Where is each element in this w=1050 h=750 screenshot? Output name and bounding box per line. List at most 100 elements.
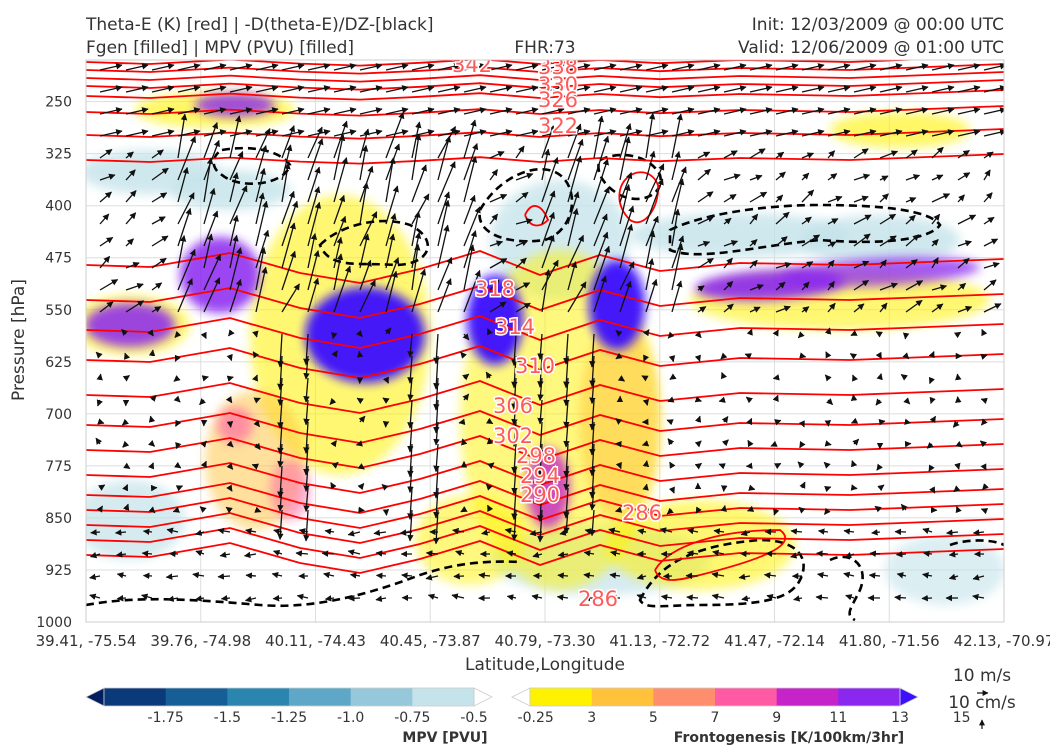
colorbar-swatch: [412, 688, 475, 706]
wind-vector: [850, 417, 859, 424]
wind-vector: [333, 129, 357, 137]
wind-vector: [489, 301, 507, 313]
wind-vector: [980, 397, 988, 405]
wind-vector: [515, 191, 529, 203]
theta-e-contour: [654, 529, 787, 581]
wind-vector: [824, 507, 831, 515]
wind-vector: [200, 460, 207, 468]
stability-contour: [318, 219, 430, 267]
wind-vector: [643, 354, 650, 362]
y-tick-label: 850: [45, 511, 72, 527]
wind-vector: [869, 550, 881, 557]
colorbar-tick-label: 3: [587, 710, 596, 726]
wind-vector: [826, 398, 834, 406]
wind-vector: [98, 484, 106, 491]
wind-vector: [172, 506, 180, 513]
theta-e-contour: [86, 380, 1004, 414]
colorbar-outline: [103, 687, 475, 707]
wind-vector: [957, 107, 981, 115]
wind-vector: [281, 190, 295, 225]
wind-vector: [827, 129, 851, 137]
wind-vector: [229, 247, 243, 291]
wind-vector: [981, 328, 988, 337]
wind-vector: [273, 549, 283, 557]
wind-vector: [151, 257, 167, 269]
wind-vector: [774, 419, 782, 426]
wind-vector: [427, 593, 439, 600]
field-blob: [526, 448, 570, 528]
wind-vector: [593, 245, 611, 291]
wind-vector: [928, 464, 935, 472]
wind-vector: [972, 574, 985, 581]
wind-vector: [303, 509, 310, 542]
wind-vector: [615, 461, 622, 470]
wind-vector: [295, 550, 309, 557]
wind-vector: [125, 85, 149, 93]
wind-vector: [713, 528, 725, 535]
wind-vector: [931, 107, 955, 115]
wind-vector: [382, 509, 390, 516]
x-tick-labels: 39.41, -75.54 39.76, -74.98 40.11, -74.43 4…: [36, 632, 1050, 650]
wind-vector: [359, 182, 369, 225]
wind-vector: [487, 328, 493, 336]
colorbar-swatch: [227, 688, 290, 706]
wind-vector: [567, 138, 584, 181]
wind-vector: [772, 374, 780, 381]
wind-vector: [281, 222, 296, 269]
wind-vector: [983, 216, 995, 225]
wind-vector: [199, 506, 207, 513]
wind-vector: [255, 266, 268, 313]
x-tick-label: 42.13, -70.97: [954, 632, 1050, 650]
wind-vector: [329, 397, 337, 405]
wind-vector: [593, 275, 607, 313]
wind-vector: [99, 173, 116, 181]
wind-vector: [723, 303, 734, 313]
wind-vector: [827, 259, 835, 269]
wind-vector: [905, 63, 929, 71]
wind-vector: [850, 394, 858, 402]
wind-vector: [226, 462, 234, 470]
wind-vector: [225, 396, 233, 404]
wind-vector: [773, 508, 780, 516]
wind-vector: [853, 279, 870, 291]
wind-vector: [401, 572, 413, 579]
wind-vector: [948, 551, 959, 558]
colorbar-swatch: [104, 688, 167, 706]
wind-vector: [359, 63, 383, 71]
wind-vector: [775, 151, 785, 159]
wind-vector: [506, 594, 517, 601]
wind-vector: [946, 529, 959, 536]
wind-vector: [122, 374, 130, 382]
wind-vector: [816, 550, 829, 557]
wind-vector: [979, 440, 987, 448]
wind-vector: [333, 236, 343, 269]
wind-vector: [307, 250, 320, 291]
wind-vector: [666, 419, 674, 426]
wind-vector: [333, 265, 352, 313]
wind-vector: [671, 85, 695, 93]
wind-vector: [815, 594, 829, 601]
wind-vector: [411, 268, 427, 313]
wind-vector: [619, 63, 643, 71]
wind-vector: [349, 572, 361, 579]
wind-vector: [359, 279, 376, 313]
wind-vector: [567, 207, 579, 247]
wind-vector: [879, 302, 888, 313]
wind-vector: [452, 527, 465, 535]
wind-vector: [122, 440, 130, 448]
wind-vector: [229, 107, 253, 115]
wind-vector: [174, 461, 182, 469]
wind-vector: [453, 572, 465, 580]
wind-vector: [905, 149, 918, 159]
wind-vector: [879, 235, 897, 247]
wind-vector: [255, 128, 271, 159]
wind-vector: [385, 212, 397, 247]
wind-vector: [463, 155, 478, 203]
wind-vector: [825, 351, 832, 359]
wind-vector: [801, 261, 814, 269]
wind-vector: [271, 571, 283, 579]
wind-vector: [563, 377, 570, 407]
wind-vector: [636, 573, 647, 580]
wind-vector: [563, 399, 570, 429]
wind-vector: [307, 138, 324, 181]
